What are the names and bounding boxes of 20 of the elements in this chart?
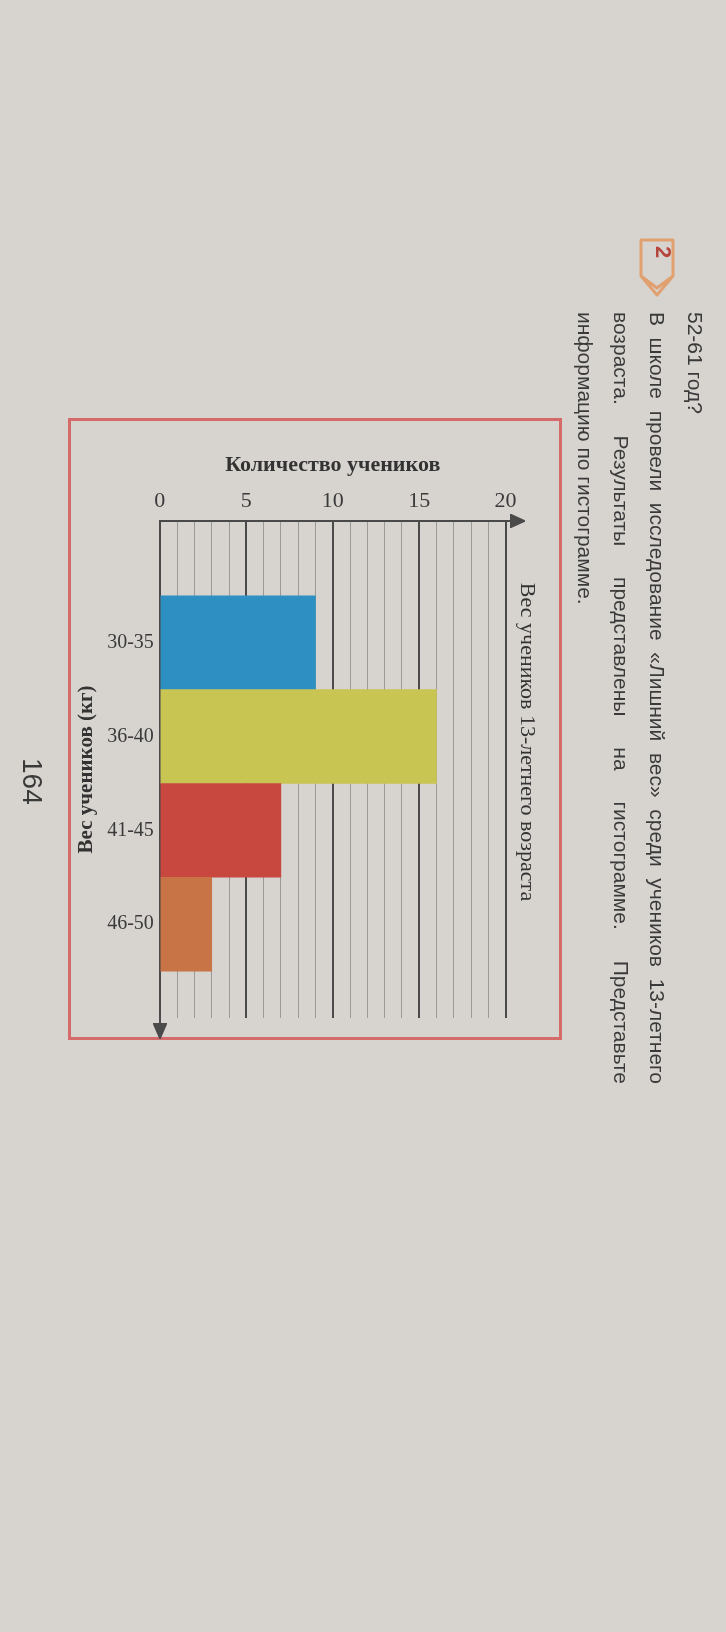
bar [160,783,282,878]
y-tick-label: 30-35 [107,630,154,652]
text: Вес учеников 13-летнего возраста [516,582,542,902]
x-tick-label: 5 [240,487,252,513]
text: В школе провели исследование «Лишний вес» среди учеников 13-летнего возраста. Результаты представлены на гистограмме. Представьте информацию по гистограмме. [573,312,670,1084]
x-tick-label: 0 [154,487,166,513]
x-tick-label: 10 [321,487,344,513]
x-axis-title: Количество учеников [225,450,441,476]
text: 52-61 год? [683,312,708,414]
text: 164 [16,758,49,805]
x-tick-label: 20 [494,487,517,513]
bar [160,595,316,690]
y-axis-title: Вес учеников (кг) [73,685,98,854]
text: 2 [650,246,677,259]
bar [160,689,437,784]
y-tick-label: 36-40 [107,723,154,746]
y-tick-label: 41-45 [107,817,154,840]
x-tick-label: 15 [408,487,431,513]
y-tick-label: 46-50 [107,911,154,934]
bar [160,876,213,972]
